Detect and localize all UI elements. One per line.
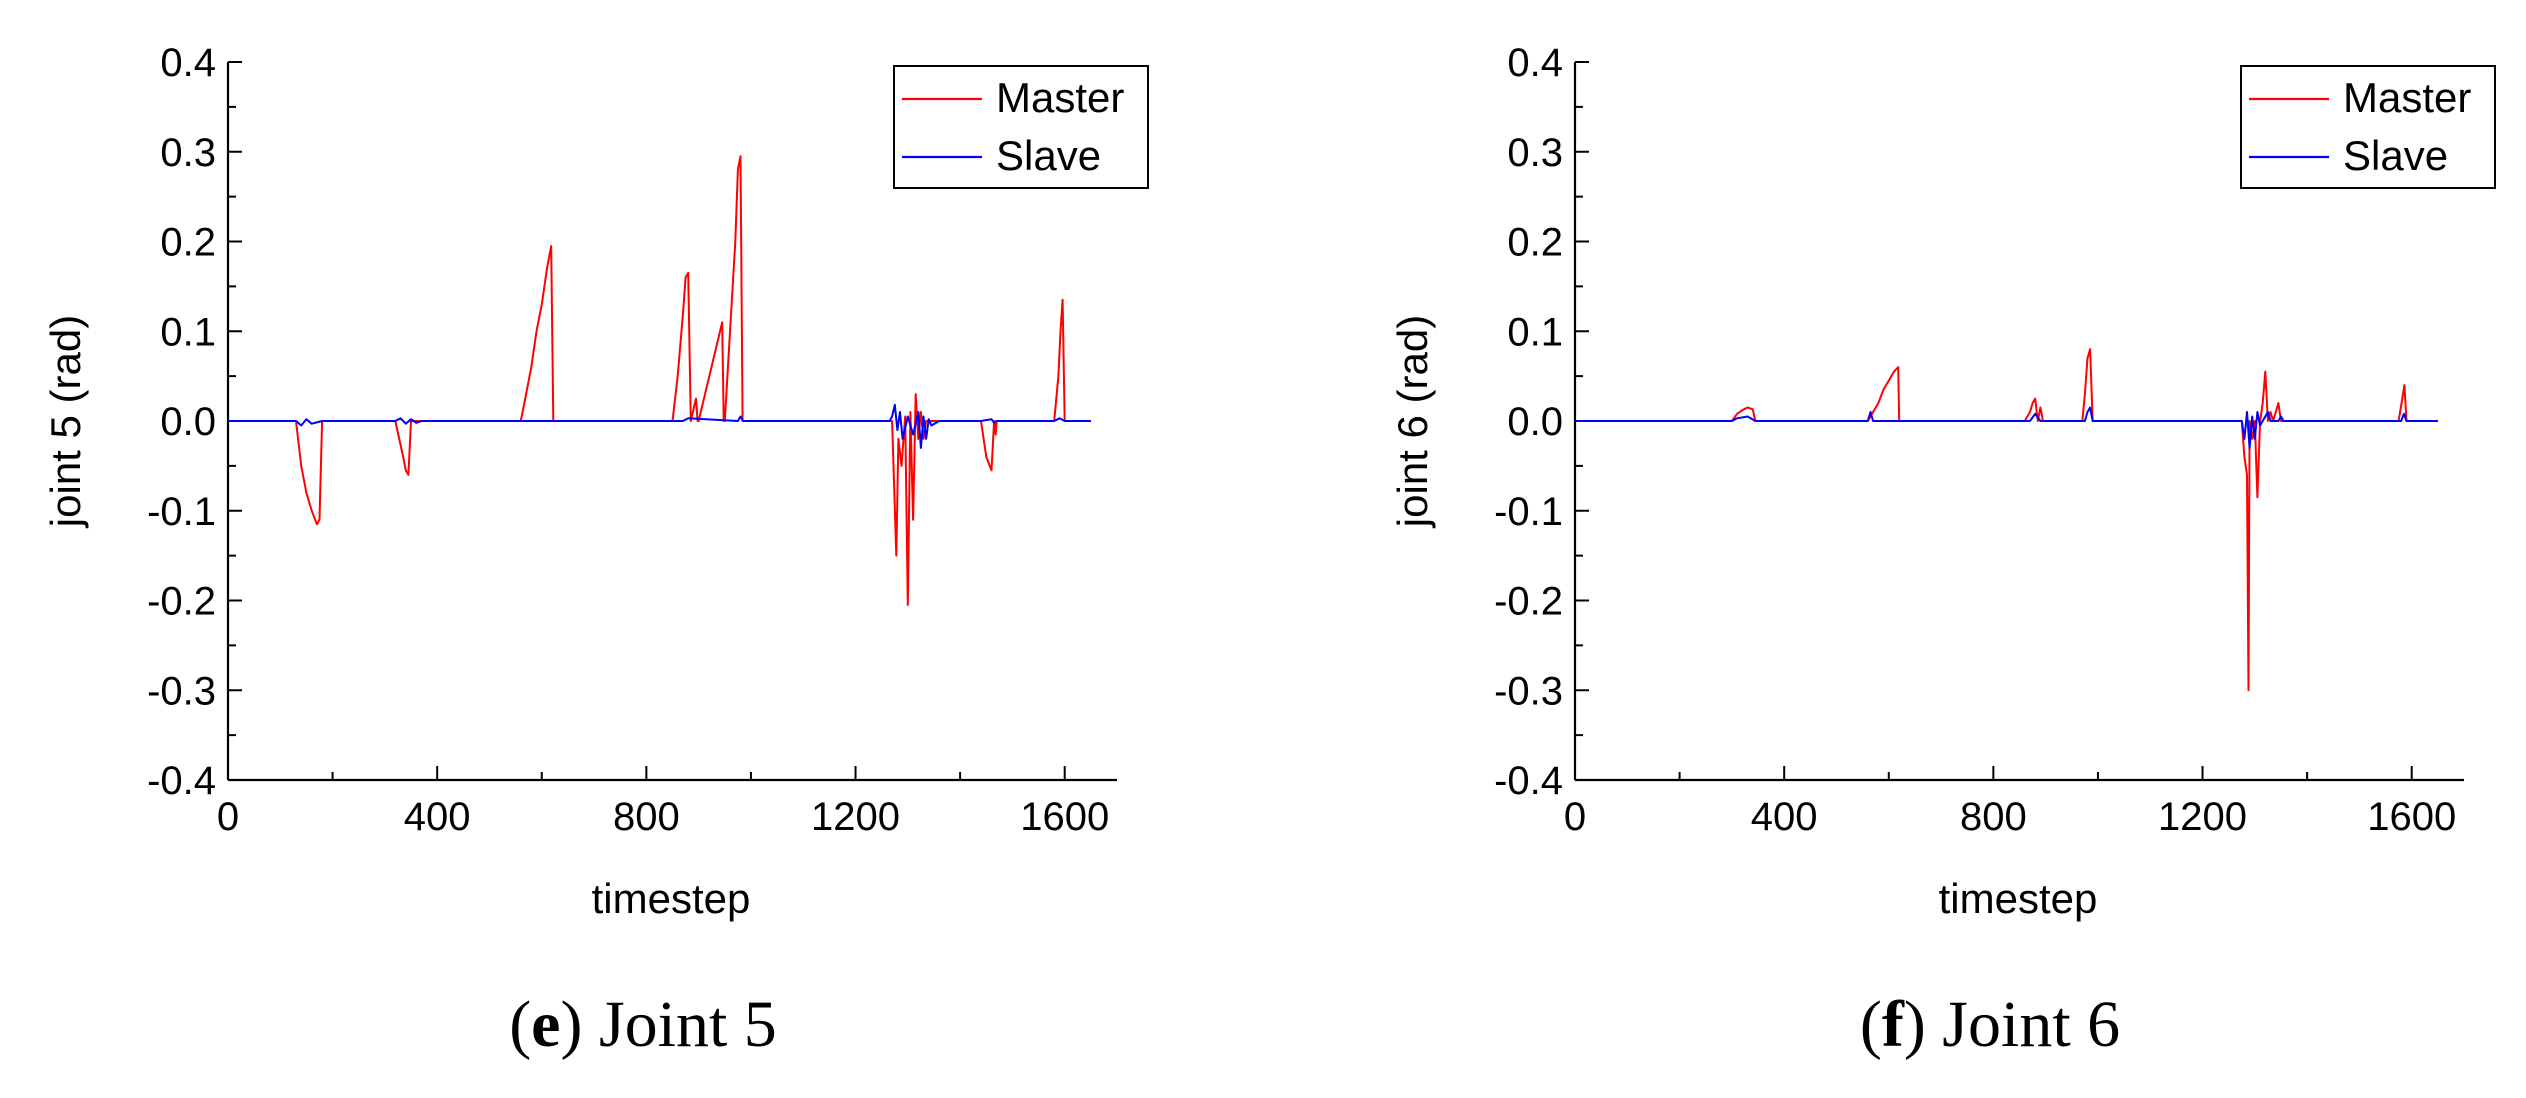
y-tick-label: 0.0	[160, 400, 216, 444]
y-tick-label: 0.0	[1507, 400, 1563, 444]
caption-paren-open: (	[1860, 988, 1882, 1061]
legend-master-label: Master	[2343, 74, 2471, 121]
x-tick-label: 400	[1751, 795, 1818, 839]
plot-area: -0.4 -0.3 -0.2 -0.1 0.0 0.1 0.2 0.3 0.4 0 400 800 12…	[1494, 41, 2464, 839]
legend: Master Slave	[2240, 65, 2496, 189]
y-axis-title: joint 6 (rad)	[1389, 315, 1436, 529]
y-tick-label: 0.1	[160, 310, 216, 354]
y-tick-label: -0.3	[1494, 669, 1563, 713]
y-tick-label: -0.2	[1494, 580, 1563, 624]
caption-text: Joint 5	[599, 988, 777, 1061]
y-axis-title: joint 5 (rad)	[42, 315, 89, 529]
x-tick-label: 1600	[1020, 795, 1109, 839]
series-line-master	[1575, 348, 2438, 692]
series-line-slave	[1575, 406, 2438, 449]
caption-paren-close: )	[560, 988, 598, 1061]
caption-paren-open: (	[509, 988, 531, 1061]
caption-letter: f	[1882, 988, 1905, 1061]
series-line-slave	[228, 403, 1091, 449]
y-tick-label: 0.1	[1507, 310, 1563, 354]
legend: Master Slave	[893, 65, 1149, 189]
caption-paren-close: )	[1904, 988, 1942, 1061]
x-tick-label: 1200	[811, 795, 900, 839]
caption: (f) Joint 6	[1860, 988, 2120, 1061]
legend-slave-label: Slave	[2343, 132, 2448, 179]
y-tick-label: -0.4	[1494, 759, 1563, 803]
x-tick-label: 800	[1960, 795, 2027, 839]
legend-box	[893, 65, 1149, 189]
y-tick-label: -0.1	[147, 490, 216, 534]
legend-box	[2240, 65, 2496, 189]
plot-area: -0.4 -0.3 -0.2 -0.1 0.0 0.1 0.2 0.3 0.4 0 400 800 12…	[147, 41, 1117, 839]
y-tick-label: 0.2	[160, 221, 216, 265]
caption-text: Joint 6	[1942, 988, 2120, 1061]
x-tick-label: 1600	[2367, 795, 2456, 839]
caption: (e) Joint 5	[509, 988, 777, 1061]
y-tick-label: -0.3	[147, 669, 216, 713]
y-tick-label: -0.2	[147, 580, 216, 624]
x-tick-label: 800	[613, 795, 680, 839]
y-tick-label: -0.4	[147, 759, 216, 803]
panel-e: -0.4 -0.3 -0.2 -0.1 0.0 0.1 0.2 0.3 0.4 0 400 800 12…	[42, 41, 1149, 1061]
x-tick-label: 0	[217, 795, 239, 839]
x-tick-label: 1200	[2158, 795, 2247, 839]
legend-slave-label: Slave	[996, 132, 1101, 179]
caption-letter: e	[531, 988, 560, 1061]
x-axis-title: timestep	[1939, 875, 2098, 922]
panel-f: -0.4 -0.3 -0.2 -0.1 0.0 0.1 0.2 0.3 0.4 0 400 800 12…	[1389, 41, 2496, 1061]
y-tick-label: 0.4	[160, 41, 216, 85]
x-tick-label: 400	[404, 795, 471, 839]
x-axis-title: timestep	[592, 875, 751, 922]
legend-master-label: Master	[996, 74, 1124, 121]
y-tick-label: 0.4	[1507, 41, 1563, 85]
y-tick-label: 0.3	[1507, 131, 1563, 175]
y-tick-label: 0.2	[1507, 221, 1563, 265]
y-tick-label: -0.1	[1494, 490, 1563, 534]
y-tick-label: 0.3	[160, 131, 216, 175]
series-line-master	[228, 155, 1091, 606]
x-tick-label: 0	[1564, 795, 1586, 839]
